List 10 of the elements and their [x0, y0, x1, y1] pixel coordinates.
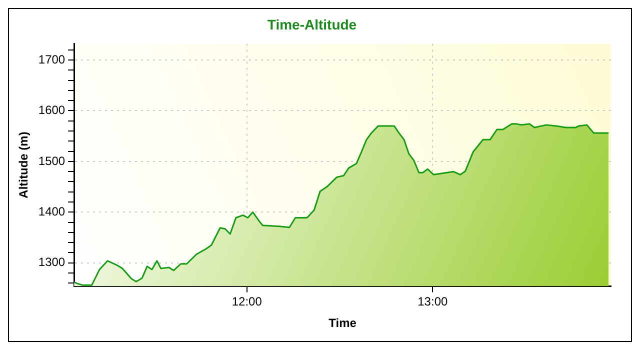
y-tick-label: 1400 [38, 204, 66, 218]
chart-title: Time-Altitude [267, 16, 357, 32]
y-axis-title: Altitude (m) [16, 132, 31, 198]
x-tick-label: 12:00 [232, 294, 262, 309]
y-tick-label: 1300 [38, 255, 66, 270]
x-axis-title: Time [328, 316, 357, 330]
y-tick-label: 1500 [38, 154, 66, 168]
x-tick-label: 13:00 [418, 294, 448, 309]
y-tick-label: 1700 [38, 52, 66, 66]
y-tick-label: 1600 [38, 103, 66, 118]
